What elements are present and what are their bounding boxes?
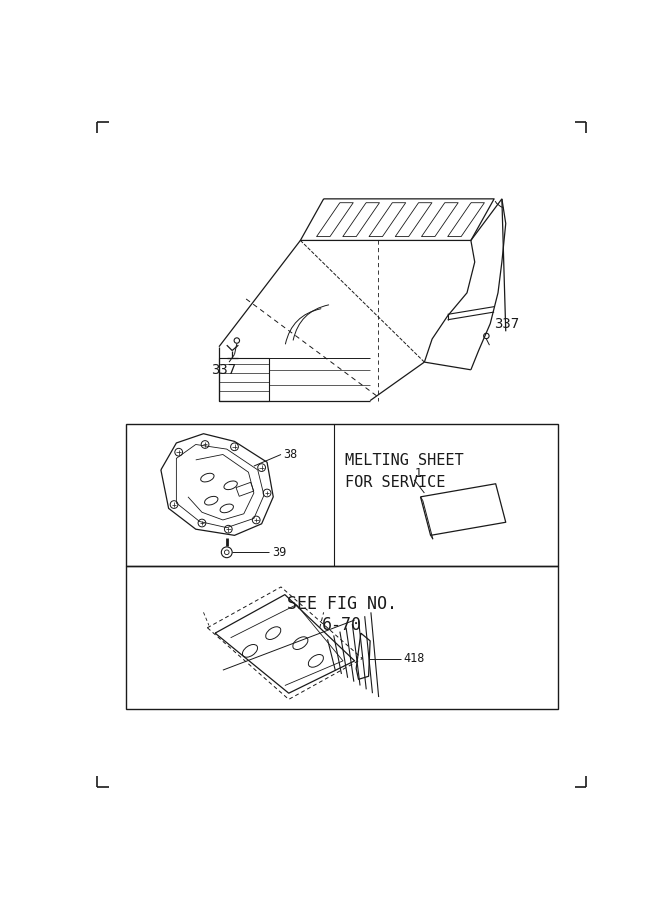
Text: 337: 337 — [494, 317, 519, 330]
Text: 418: 418 — [404, 652, 425, 665]
Text: 39: 39 — [271, 545, 286, 559]
Text: 337: 337 — [211, 363, 236, 377]
Bar — [126, 424, 558, 566]
Text: 6-70: 6-70 — [322, 616, 362, 634]
Bar — [236, 482, 254, 496]
Text: 1: 1 — [414, 467, 422, 481]
Text: 38: 38 — [283, 448, 297, 461]
Text: SEE FIG NO.: SEE FIG NO. — [287, 596, 398, 614]
Bar — [126, 566, 558, 708]
Text: MELTING SHEET: MELTING SHEET — [346, 453, 464, 468]
Text: FOR SERVICE: FOR SERVICE — [346, 474, 446, 490]
